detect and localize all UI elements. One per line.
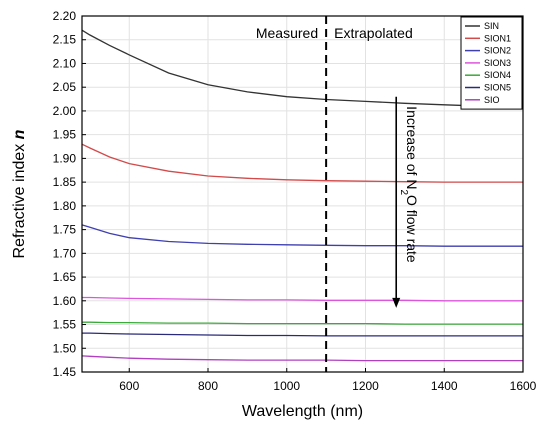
- arrow-label-suffix: O flow rate: [404, 195, 420, 263]
- y-tick-label: 2.05: [53, 80, 77, 94]
- flow-rate-arrow: [392, 96, 401, 308]
- legend-label-sion1: SION1: [484, 33, 511, 43]
- y-tick-label: 1.65: [53, 270, 77, 284]
- series-line-sion2: [81, 224, 523, 247]
- legend-label-sion3: SION3: [484, 58, 511, 68]
- y-axis-title-symbol: n: [11, 129, 28, 139]
- legend-label-sio: SIO: [484, 95, 500, 105]
- y-tick-label: 1.60: [53, 294, 77, 308]
- series-line-sion3: [82, 296, 523, 302]
- y-axis-title-main: Refractive index: [11, 139, 28, 258]
- y-tick-label: 1.80: [53, 199, 77, 213]
- x-tick-label: 1400: [431, 379, 458, 393]
- legend: SIN SION1 SION2 SION3 SION4 SION5 SIO: [460, 16, 523, 110]
- axis-layer: 1.45 1.50 1.55 1.60 1.65 1.70 1.75 1.80 1.85 1.90…: [53, 9, 537, 393]
- measured-label: Measured: [256, 25, 318, 41]
- y-tick-label: 1.95: [53, 128, 77, 142]
- arrow-label-subscript: 2: [399, 189, 410, 195]
- y-tick-label: 1.45: [53, 365, 77, 379]
- series-line-sio: [81, 355, 523, 362]
- y-axis-title: Refractive index n: [11, 129, 28, 258]
- arrow-label-prefix: Increase of N: [404, 106, 420, 189]
- y-tick-label: 1.75: [53, 223, 77, 237]
- series-line-sion5: [82, 332, 523, 337]
- plot-frame: [81, 15, 524, 373]
- legend-label-sion4: SION4: [484, 70, 511, 80]
- y-tick-label: 1.50: [53, 341, 77, 355]
- y-tick-label: 2.10: [53, 56, 77, 70]
- x-tick-label: 1600: [510, 379, 537, 393]
- extrapolated-label: Extrapolated: [334, 25, 413, 41]
- x-axis-title: Wavelength (nm): [242, 403, 363, 420]
- y-tick-label: 1.70: [53, 246, 77, 260]
- legend-label-sin: SIN: [484, 21, 499, 31]
- y-tick-label: 2.00: [53, 104, 77, 118]
- y-tick-label: 1.90: [53, 151, 77, 165]
- y-tick-label: 2.20: [53, 9, 77, 23]
- y-tick-label: 1.55: [53, 318, 77, 332]
- grid-layer: [82, 15, 524, 373]
- series-layer: [81, 29, 524, 362]
- legend-label-sion2: SION2: [484, 46, 511, 56]
- series-line-sion4: [82, 321, 523, 325]
- x-tick-label: 800: [198, 379, 218, 393]
- x-tick-label: 1000: [273, 379, 300, 393]
- series-line-sion1: [81, 143, 523, 183]
- x-tick-label: 1200: [352, 379, 379, 393]
- arrow-head: [392, 297, 401, 308]
- series-line-sin: [81, 29, 524, 108]
- flow-rate-arrow-label: Increase of N2O flow rate: [399, 106, 421, 263]
- x-tick-label: 600: [119, 379, 139, 393]
- y-tick-label: 2.15: [53, 33, 77, 47]
- legend-label-sion5: SION5: [484, 83, 511, 93]
- y-tick-label: 1.85: [53, 175, 77, 189]
